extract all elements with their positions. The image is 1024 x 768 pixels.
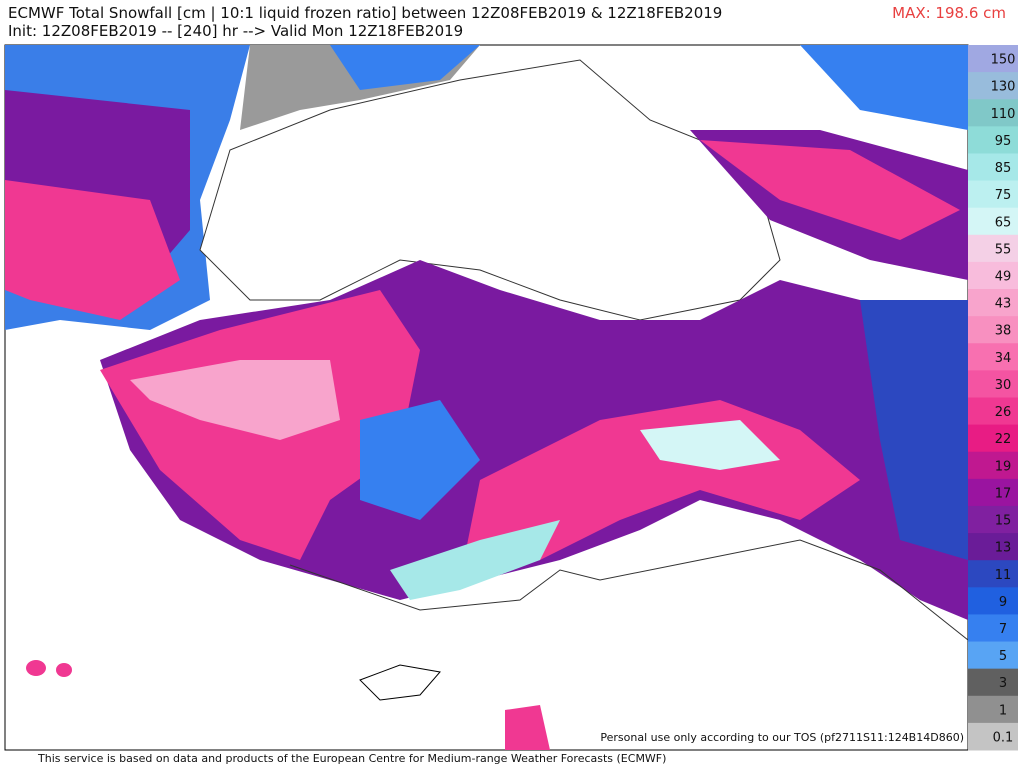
colorbar-label: 26 [995,405,1012,420]
colorbar-label: 85 [995,161,1012,176]
colorbar-label: 130 [991,80,1016,95]
colorbar: 1501301109585756555494338343026221917151… [968,45,1018,751]
sea [199,59,781,321]
snow-area [56,663,72,677]
colorbar-segment [968,397,1018,426]
colorbar-segment [968,126,1018,154]
colorbar-segment [968,614,1018,643]
colorbar-segment [968,234,1018,263]
map-area [4,44,969,751]
colorbar-label: 9 [999,595,1007,610]
colorbar-segment [968,478,1018,507]
colorbar-label: 38 [995,324,1012,339]
colorbar-label: 95 [995,134,1012,149]
colorbar-label: 30 [995,378,1012,393]
colorbar-segment [968,722,1018,751]
colorbar-label: 1 [999,703,1007,718]
snow-area [26,660,46,676]
colorbar-segment [968,695,1018,724]
colorbar-segment [968,451,1018,480]
island [359,664,441,701]
snow-area [640,420,780,470]
snow-area [860,300,968,560]
snow-area [505,705,550,750]
colorbar-segment [968,424,1018,453]
snow-area [360,400,480,520]
max-label: MAX: 198.6 cm [892,4,1006,22]
snow-area [330,45,480,90]
colorbar-segment [968,370,1018,398]
colorbar-label: 11 [995,568,1012,583]
colorbar-segment [968,180,1018,209]
colorbar-segment [968,505,1018,534]
colorbar-segment [968,641,1018,670]
snow-area [130,360,340,440]
colorbar-label: 75 [995,188,1012,203]
snow-area [390,520,560,600]
colorbar-segment [968,207,1018,236]
colorbar-label: 3 [999,676,1007,691]
colorbar-segment [968,261,1018,290]
border [289,539,969,641]
colorbar-label: 34 [995,351,1012,366]
snow-area [700,140,960,240]
colorbar-segment [968,153,1018,182]
colorbar-segment [968,72,1018,100]
colorbar-segment [968,45,1018,73]
colorbar-label: 7 [999,622,1007,637]
watermark: Personal use only according to our TOS (… [600,731,964,744]
colorbar-label: 65 [995,215,1012,230]
colorbar-label: 19 [995,459,1012,474]
colorbar-segment [968,560,1018,588]
colorbar-label: 49 [995,269,1012,284]
colorbar-label: 5 [999,649,1007,664]
colorbar-segment [968,587,1018,615]
colorbar-label: 13 [995,541,1012,556]
colorbar-segment [968,668,1018,697]
colorbar-segment [968,316,1018,344]
colorbar-label: 55 [995,242,1012,257]
colorbar-label: 0.1 [993,730,1014,745]
colorbar-label: 22 [995,432,1012,447]
colorbar-label: 150 [991,53,1016,68]
subtitle: Init: 12Z08FEB2019 -- [240] hr --> Valid… [8,22,464,40]
colorbar-label: 15 [995,514,1012,529]
snow-area [800,45,968,130]
colorbar-segment [968,289,1018,317]
colorbar-label: 43 [995,297,1012,312]
footer: This service is based on data and produc… [38,752,667,765]
colorbar-segment [968,99,1018,127]
colorbar-label: 110 [991,107,1016,122]
snow-area [5,180,180,320]
colorbar-label: 17 [995,486,1012,501]
colorbar-segment [968,343,1018,371]
title: ECMWF Total Snowfall [cm | 10:1 liquid f… [8,4,723,22]
colorbar-segment [968,533,1018,561]
